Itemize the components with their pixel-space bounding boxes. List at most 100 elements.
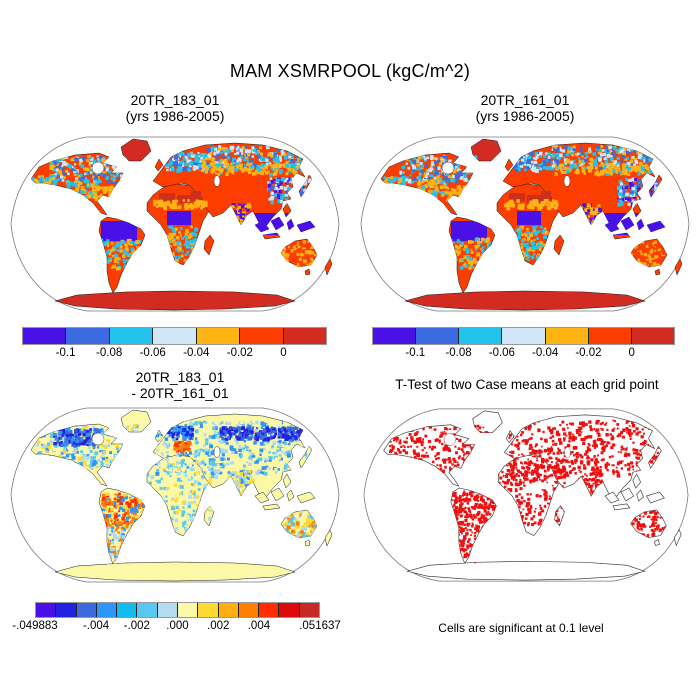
map-top-left [5,129,345,319]
colorbar-segment [631,328,674,344]
landmass-antarctica [406,560,646,581]
colorbar-segment [157,603,178,617]
landmass-sumatra [254,491,270,504]
colorbar-tick-label: 0 [280,347,287,359]
landmass-sulawesi [286,489,295,502]
colorbar-tick-label: .051637 [299,620,341,632]
colorbar-tick-label: .002 [207,620,230,632]
colorbar-tick-label: -0.1 [55,347,76,359]
colorbar-segment [177,603,199,617]
landmass-newzealand [674,258,683,276]
colorbar-tick-label: .004 [247,620,271,632]
landmass-antarctica [54,561,296,582]
colorbar-tick-row: -0.1 -0.08 -0.06 -0.04 -0.02 0 [372,345,675,360]
landmass-tasmania [654,539,660,546]
colorbar-segment [283,328,326,344]
colorbar-segment [23,328,67,344]
colorbar-segment [153,328,197,344]
landmass-java [612,503,631,511]
colorbar-segment [545,328,589,344]
panel-title-top-left-line1: 20TR_183_01 [130,92,220,108]
landmass-madagascar [203,234,215,256]
colorbar-segments [22,327,327,345]
field-patch [527,195,541,203]
landmass-newguinea [296,491,316,504]
world-map-svg [363,408,689,582]
landmass-uk [504,158,514,172]
landmass-philippines [282,473,292,489]
field-patch [101,221,137,241]
hudson-bay [443,433,457,446]
colorbar-tick-label: -0.08 [96,347,123,359]
colorbar-bottom-left: -.049883 -.004 -.002 .000 .002 .004 .051637 [12,602,341,633]
colorbar-tick-label: -0.06 [488,347,515,359]
landmass-tasmania [654,268,661,276]
colorbar-segment [279,603,300,617]
panel-title-top-right-line1: 20TR_161_01 [480,92,570,108]
landmass-sumatra [604,491,620,504]
landmass-antarctica [404,290,646,311]
field-patch [451,221,487,241]
field-patch [159,193,175,201]
colorbar-segments [372,327,675,345]
colorbar-top-right: -0.1 -0.08 -0.06 -0.04 -0.02 0 [372,327,675,360]
colorbar-segment [218,603,239,617]
colorbar-segment [198,603,219,617]
field-speckles [31,145,322,271]
colorbar-segment [373,328,417,344]
colorbar-tick-label: -.004 [82,620,110,632]
panel-title-top-left: 20TR_183_01 (yrs 1986-2005) [25,92,325,124]
colorbar-tick-label: .000 [166,620,189,632]
colorbar-tick-label: -0.02 [226,347,253,359]
panel-title-bottom-left-line2: - 20TR_161_01 [131,385,229,401]
hudson-bay [91,161,105,175]
colorbar-top-left: -0.1 -0.08 -0.06 -0.04 -0.02 0 [22,327,327,360]
colorbar-tick-row: -.049883 -.004 -.002 .000 .002 .004 .051637 [12,618,340,633]
panel-title-top-right-line2: (yrs 1986-2005) [475,108,575,124]
landmass-borneo [270,487,285,502]
landmass-philippines [632,473,642,489]
colorbar-tick-label: -0.04 [532,347,559,359]
caspian-sea [564,446,571,459]
colorbar-segment [502,328,546,344]
colorbar-tick-label: -0.02 [575,347,602,359]
colorbar-segment [238,603,260,617]
colorbar-segment [459,328,503,344]
world-map-svg [360,136,690,312]
colorbar-segment [109,328,154,344]
colorbar-segments [35,602,320,618]
caspian-sea [213,175,221,187]
landmass-uk [154,158,164,172]
panel-title-bottom-left: 20TR_183_01 - 20TR_161_01 [30,369,330,401]
colorbar-tick-label: -0.08 [445,347,472,359]
colorbar-segment [96,603,118,617]
panel-title-top-left-line2: (yrs 1986-2005) [125,108,225,124]
colorbar-segment [416,328,460,344]
colorbar-segment [36,603,57,617]
map-bottom-left [5,400,345,590]
colorbar-segment [117,603,138,617]
panel-title-bottom-right: T-Test of two Case means at each grid po… [359,377,695,393]
colorbar-segment [259,603,280,617]
landmass-newzealand [673,528,682,547]
colorbar-segment [76,603,97,617]
hudson-bay [91,432,105,446]
colorbar-tick-label: -.002 [123,620,150,632]
panel-title-bottom-left-line1: 20TR_183_01 [135,369,225,385]
colorbar-tick-row: -0.1 -0.08 -0.06 -0.04 -0.02 0 [22,345,327,360]
colorbar-tick-label: -0.04 [183,347,210,359]
map-top-right [355,129,695,319]
colorbar-segment [299,603,319,617]
field-patch [177,195,191,203]
landmass-greenland [120,138,152,162]
colorbar-tick-label: -.049883 [12,620,58,632]
field-patch [167,211,191,225]
landmass-newzealand [324,529,333,547]
colorbar-tick-label: -0.06 [139,347,166,359]
landmass-tasmania [304,268,311,276]
colorbar-tick-label: 0 [628,347,635,359]
field-patch [509,193,525,201]
landmass-newzealand [324,258,333,276]
landmass-antarctica [54,290,296,311]
